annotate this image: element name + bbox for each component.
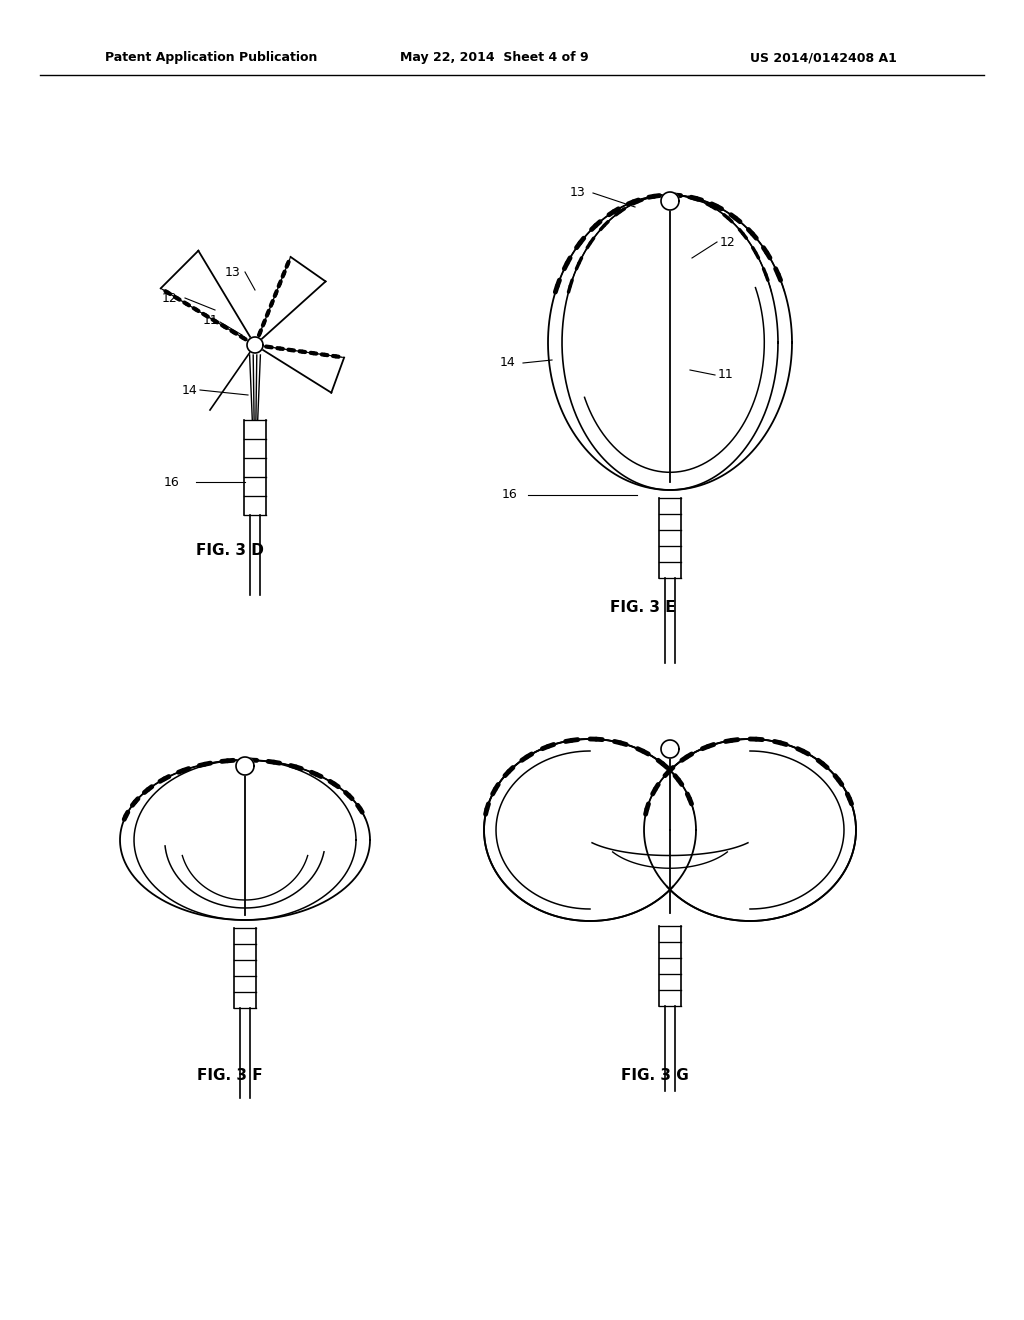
Polygon shape <box>236 756 254 775</box>
Polygon shape <box>650 744 850 915</box>
Text: 12: 12 <box>720 235 736 248</box>
Text: 14: 14 <box>500 356 516 370</box>
Text: 16: 16 <box>164 475 180 488</box>
Text: 11: 11 <box>203 314 219 326</box>
Text: 16: 16 <box>502 488 518 502</box>
Text: 14: 14 <box>182 384 198 396</box>
Text: May 22, 2014  Sheet 4 of 9: May 22, 2014 Sheet 4 of 9 <box>400 51 589 65</box>
Text: 12: 12 <box>162 292 178 305</box>
Text: FIG. 3 D: FIG. 3 D <box>196 543 264 558</box>
Polygon shape <box>662 741 679 758</box>
Polygon shape <box>490 744 690 915</box>
Text: FIG. 3 E: FIG. 3 E <box>610 601 676 615</box>
Text: 13: 13 <box>570 186 586 199</box>
Text: FIG. 3 F: FIG. 3 F <box>198 1068 263 1082</box>
Text: 13: 13 <box>225 265 241 279</box>
Polygon shape <box>247 337 263 352</box>
Text: Patent Application Publication: Patent Application Publication <box>105 51 317 65</box>
Text: 11: 11 <box>718 368 734 381</box>
Text: US 2014/0142408 A1: US 2014/0142408 A1 <box>750 51 897 65</box>
Polygon shape <box>662 191 679 210</box>
Text: FIG. 3 G: FIG. 3 G <box>622 1068 689 1082</box>
